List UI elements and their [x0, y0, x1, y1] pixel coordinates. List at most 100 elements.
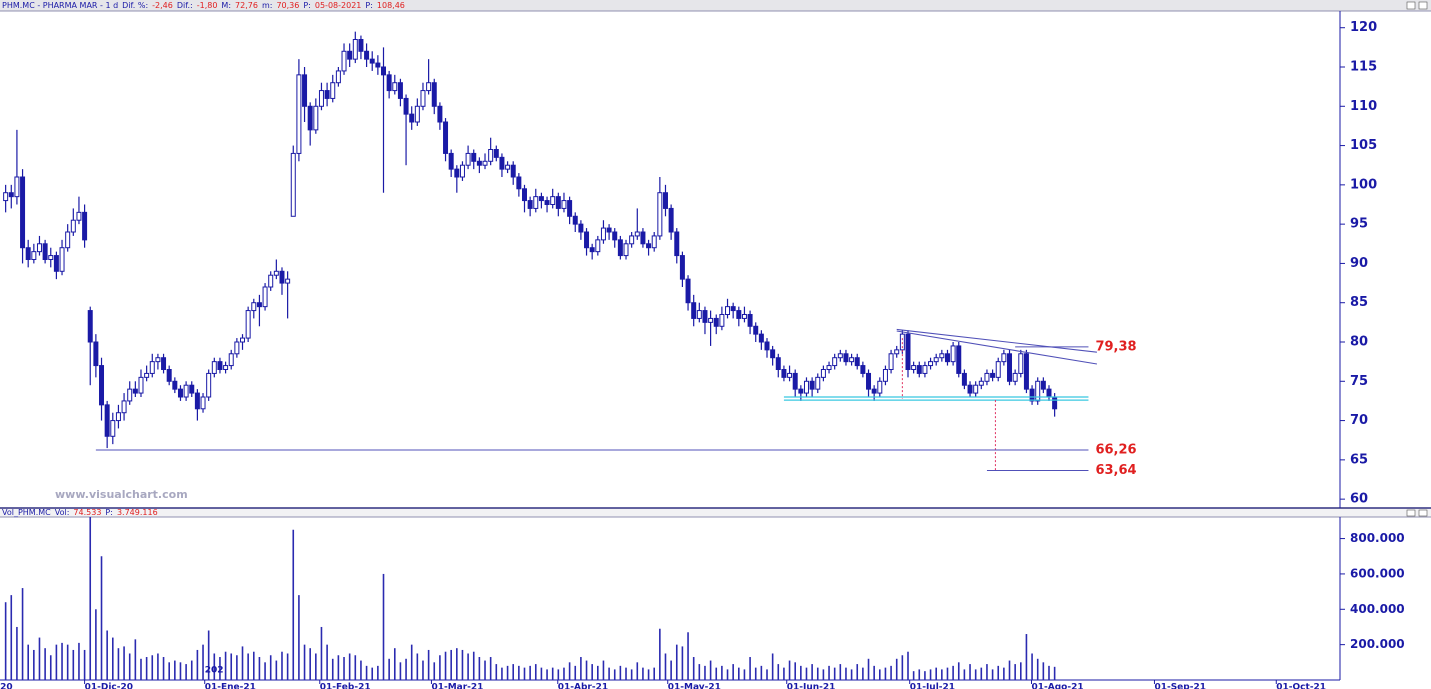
candle-body [493, 149, 499, 158]
candle-body [76, 211, 82, 221]
candle-body [708, 317, 714, 323]
candle-body [521, 188, 527, 202]
candle-body [826, 365, 832, 371]
candle-body [285, 278, 291, 284]
level-label: 63,64 [1095, 463, 1136, 478]
candle-body [770, 349, 776, 359]
candle-body [59, 247, 65, 272]
candle-body [792, 372, 798, 390]
header-text: M: [221, 1, 231, 10]
close-button[interactable] [1418, 509, 1428, 517]
candle-body [194, 392, 200, 410]
candle-body [837, 353, 843, 359]
candle-body [544, 200, 550, 205]
candle-body [640, 231, 646, 245]
header-text: 3.749.116 [117, 508, 158, 517]
candle-body [200, 396, 206, 410]
candle-body [967, 384, 973, 394]
header-text: -2,46 [152, 1, 173, 10]
candle-body [696, 310, 702, 319]
y-tick-label: 80 [1350, 335, 1368, 350]
candle-body [279, 270, 285, 284]
candle-body [471, 152, 477, 162]
candle-body [443, 121, 449, 154]
x-tick-label: 01-Jun-21 [787, 683, 836, 689]
candle-body [1046, 388, 1052, 398]
candle-body [1001, 353, 1007, 363]
candle-body [866, 372, 872, 390]
candle-body [341, 50, 347, 72]
y-tick-label: 95 [1350, 217, 1368, 232]
candle-body [431, 82, 437, 107]
candle-body [465, 152, 471, 166]
y-tick-label: 60 [1350, 492, 1368, 507]
y-tick-label: 400.000 [1350, 602, 1405, 616]
candle-body [211, 361, 217, 374]
candle-body [882, 369, 888, 382]
candle-body [538, 196, 544, 202]
candle-body [595, 239, 601, 253]
y-tick-label: 115 [1350, 60, 1377, 75]
candle-body [206, 372, 212, 398]
candle-body [251, 302, 257, 312]
header-text: 72,76 [235, 1, 258, 10]
x-tick-label: 01-Ago-21 [1032, 683, 1084, 689]
candle-body [132, 388, 138, 394]
candle-body [414, 105, 420, 123]
candle-body [634, 231, 640, 237]
x-tick-label: 01-Nov-20 [0, 683, 13, 689]
candle-body [14, 176, 20, 198]
candle-body [25, 247, 31, 260]
candle-body [612, 231, 618, 241]
candle-body [860, 365, 866, 374]
candle-body [747, 314, 753, 327]
candle-body [646, 243, 652, 249]
candle-body [262, 286, 268, 308]
candle-body [234, 341, 240, 355]
candle-body [20, 176, 26, 249]
candle-body [347, 50, 353, 60]
candle-body [820, 369, 826, 378]
candle-body [189, 384, 195, 394]
candle-body [990, 372, 996, 378]
candle-body [950, 345, 956, 363]
candle-body [1035, 380, 1041, 402]
minimize-button[interactable] [1406, 1, 1416, 10]
candle-body [70, 219, 76, 233]
header-text: 70,36 [276, 1, 299, 10]
volume-header-bar [0, 508, 1431, 517]
candle-body [730, 306, 736, 312]
candle-body [268, 274, 274, 288]
y-tick-label: 75 [1350, 374, 1368, 389]
candle-body [916, 365, 922, 374]
candle-body [324, 90, 330, 99]
candle-body [572, 215, 578, 225]
candle-body [3, 192, 9, 202]
y-tick-label: 85 [1350, 295, 1368, 310]
candle-body [459, 164, 465, 178]
header-text: P: [303, 1, 311, 10]
candle-body [397, 82, 403, 99]
candle-body [781, 369, 787, 378]
candle-body [753, 325, 759, 335]
candle-body [318, 90, 324, 107]
candle-body [956, 345, 962, 374]
candle-body [110, 420, 116, 437]
candle-body [589, 247, 595, 253]
candle-body [403, 97, 409, 115]
header-bar [0, 0, 1431, 11]
candle-body [36, 243, 42, 253]
candle-body [437, 105, 443, 123]
x-tick-label: 01-Mar-21 [431, 683, 483, 689]
minimize-button[interactable] [1406, 509, 1416, 517]
candle-body [911, 365, 917, 371]
header-text: PHM.MC - PHARMA MAR - 1 d [2, 1, 118, 10]
candle-body [8, 192, 14, 198]
candle-body [256, 302, 262, 308]
candle-body [381, 66, 387, 76]
price-plot [3, 31, 1098, 472]
candle-body [843, 353, 849, 363]
candle-body [448, 152, 454, 170]
close-button[interactable] [1418, 1, 1428, 10]
